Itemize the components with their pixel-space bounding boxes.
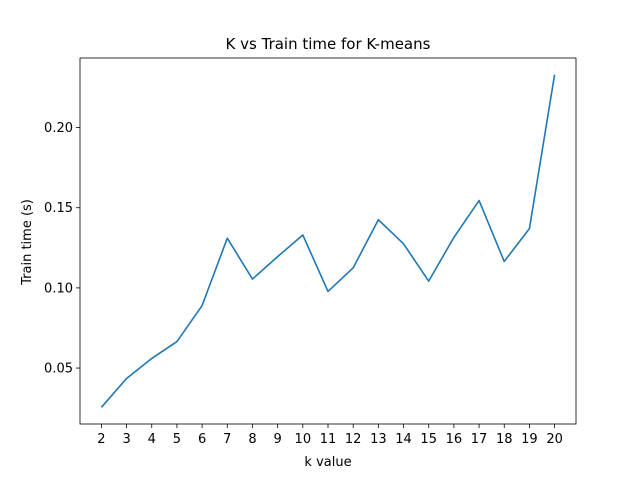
x-tick-label-5: 5	[173, 432, 181, 447]
x-tick-label-4: 4	[148, 432, 156, 447]
x-tick-label-3: 3	[122, 432, 130, 447]
x-tick-label-8: 8	[248, 432, 256, 447]
series-line-0	[100, 74, 556, 408]
chart-title: K vs Train time for K-means	[226, 35, 431, 53]
x-tick-label-20: 20	[546, 432, 563, 447]
x-tick-label-15: 15	[420, 432, 437, 447]
x-tick-label-2: 2	[97, 432, 105, 447]
y-tick-label-3: 0.20	[44, 121, 73, 136]
x-axis-label: k value	[304, 455, 351, 470]
x-tick-label-16: 16	[446, 432, 463, 447]
axes-frame	[79, 57, 577, 425]
y-tick-label-2: 0.15	[44, 201, 73, 216]
x-tick-label-14: 14	[395, 432, 412, 447]
x-tick-label-10: 10	[295, 432, 312, 447]
x-tick-label-12: 12	[345, 432, 362, 447]
y-tick-label-0: 0.05	[44, 362, 73, 377]
x-tick-label-11: 11	[320, 432, 337, 447]
x-tick-label-9: 9	[274, 432, 282, 447]
y-tick-label-1: 0.10	[44, 281, 73, 296]
x-tick-label-7: 7	[223, 432, 231, 447]
x-tick-label-13: 13	[370, 432, 387, 447]
y-axis-label: Train time (s)	[20, 199, 35, 286]
plot-area: 2 3 4 5 6 7 8 9 10 11 12 13 14 15 16 17 18 19 20 0.05 0.10 0.…	[44, 57, 577, 447]
x-tick-label-17: 17	[471, 432, 488, 447]
x-tick-label-6: 6	[198, 432, 206, 447]
x-tick-label-18: 18	[496, 432, 513, 447]
x-tick-label-19: 19	[521, 432, 538, 447]
